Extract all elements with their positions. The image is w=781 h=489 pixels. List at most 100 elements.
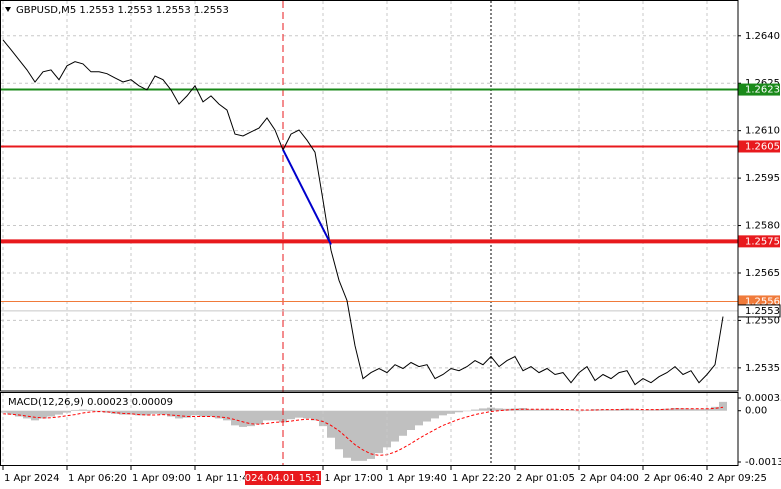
y-tick-label: -0.00133: [745, 457, 781, 468]
macd-bar: [359, 410, 367, 461]
y-tick-label: 1.2580: [745, 221, 780, 232]
macd-bar: [15, 410, 23, 417]
level-label: 1.2556: [745, 296, 780, 307]
macd-bar: [351, 410, 359, 461]
macd-bar: [703, 408, 711, 411]
x-tick-label: 1 Apr 22:20: [452, 473, 511, 484]
macd-bar: [103, 410, 111, 413]
x-tick-label: 2 Apr 06:40: [644, 473, 703, 484]
x-tick-label: 1 Apr 11:40: [196, 473, 255, 484]
macd-bar: [71, 409, 79, 411]
macd-bar: [159, 410, 167, 415]
macd-bar: [615, 409, 623, 411]
macd-bar: [47, 410, 55, 417]
macd-bar: [663, 408, 671, 411]
x-tick-label: 1 Apr 09:00: [132, 473, 191, 484]
level-label: 1.2605: [745, 141, 780, 152]
macd-bar: [471, 409, 479, 411]
macd-bar: [463, 410, 471, 412]
cursor-label-box: [245, 471, 321, 485]
macd-bar: [599, 409, 607, 411]
macd-bar: [399, 410, 407, 436]
level-label-box: [738, 140, 780, 153]
y-tick-label: 0.00033: [745, 393, 781, 404]
y-tick-label: 1.2595: [745, 173, 780, 184]
macd-bar: [543, 409, 551, 411]
macd-frame: [0, 392, 739, 466]
x-tick-label: 2 Apr 09:25: [708, 473, 767, 484]
y-tick-label: 1.2565: [745, 268, 780, 279]
macd-bar: [223, 410, 231, 421]
collapse-icon: [5, 7, 11, 12]
macd-bar: [567, 409, 575, 411]
y-tick-label: 1.2550: [745, 315, 780, 326]
macd-bar: [143, 410, 151, 416]
x-tick-label: 1 Apr 19:40: [388, 473, 447, 484]
x-tick-label: 1 Apr 06:20: [68, 473, 127, 484]
macd-bar: [231, 410, 239, 426]
level-label-box: [738, 235, 780, 248]
x-tick-label: 2024.04.01 15:15: [238, 473, 327, 484]
macd-bar: [295, 410, 303, 418]
macd-bar: [679, 408, 687, 411]
macd-bar: [551, 409, 559, 411]
macd-bar: [423, 410, 431, 422]
macd-bar: [79, 409, 87, 411]
macd-bar: [271, 410, 279, 421]
macd-bar: [215, 410, 223, 419]
macd-bar: [375, 410, 383, 454]
trend-line: [282, 149, 332, 245]
macd-bar: [479, 408, 487, 411]
macd-bar: [495, 408, 503, 411]
macd-bar: [639, 409, 647, 411]
macd-bar: [119, 410, 127, 415]
macd-bar: [575, 410, 583, 412]
macd-bar: [207, 410, 215, 417]
y-tick-label: 1.2535: [745, 363, 780, 374]
macd-bar: [439, 410, 447, 416]
macd-bar: [87, 409, 95, 411]
x-tick-label: 2 Apr 04:00: [580, 473, 639, 484]
macd-bar: [31, 410, 39, 421]
macd-bar: [415, 410, 423, 426]
macd-bar: [311, 410, 319, 421]
macd-bar: [655, 409, 663, 411]
macd-bar: [7, 410, 15, 415]
macd-bar: [287, 410, 295, 420]
macd-title: MACD(12,26,9) 0.00023 0.00009: [8, 397, 173, 408]
macd-bar: [327, 410, 335, 438]
macd-bar: [167, 410, 175, 417]
macd-bar: [343, 410, 351, 458]
macd-bar: [719, 401, 727, 411]
macd-bar: [247, 410, 255, 427]
y-tick-label: 0.00: [745, 406, 767, 417]
macd-bar: [39, 410, 47, 419]
macd-bar: [455, 410, 463, 413]
level-label: 1.2575: [745, 236, 780, 247]
macd-bar: [135, 410, 143, 416]
y-tick-label: 1.2610: [745, 126, 780, 137]
macd-bar: [407, 410, 415, 430]
macd-bar: [647, 409, 655, 411]
macd-bar: [183, 410, 191, 418]
macd-bar: [607, 409, 615, 411]
macd-bar: [279, 410, 287, 423]
macd-bar: [55, 410, 63, 415]
level-label: 1.2623: [745, 85, 780, 96]
macd-bar: [631, 409, 639, 411]
macd-bar: [623, 408, 631, 411]
macd-bar: [199, 410, 207, 417]
macd-bar: [23, 410, 31, 419]
macd-bar: [175, 410, 183, 419]
main-frame: [0, 0, 739, 392]
macd-bar: [303, 410, 311, 419]
level-label: 1.2553: [745, 306, 780, 317]
macd-bar: [431, 410, 439, 419]
y-tick-label: 1.2640: [745, 31, 780, 42]
macd-bar: [263, 410, 271, 421]
macd-bar: [687, 408, 695, 411]
macd-bar: [239, 410, 247, 427]
